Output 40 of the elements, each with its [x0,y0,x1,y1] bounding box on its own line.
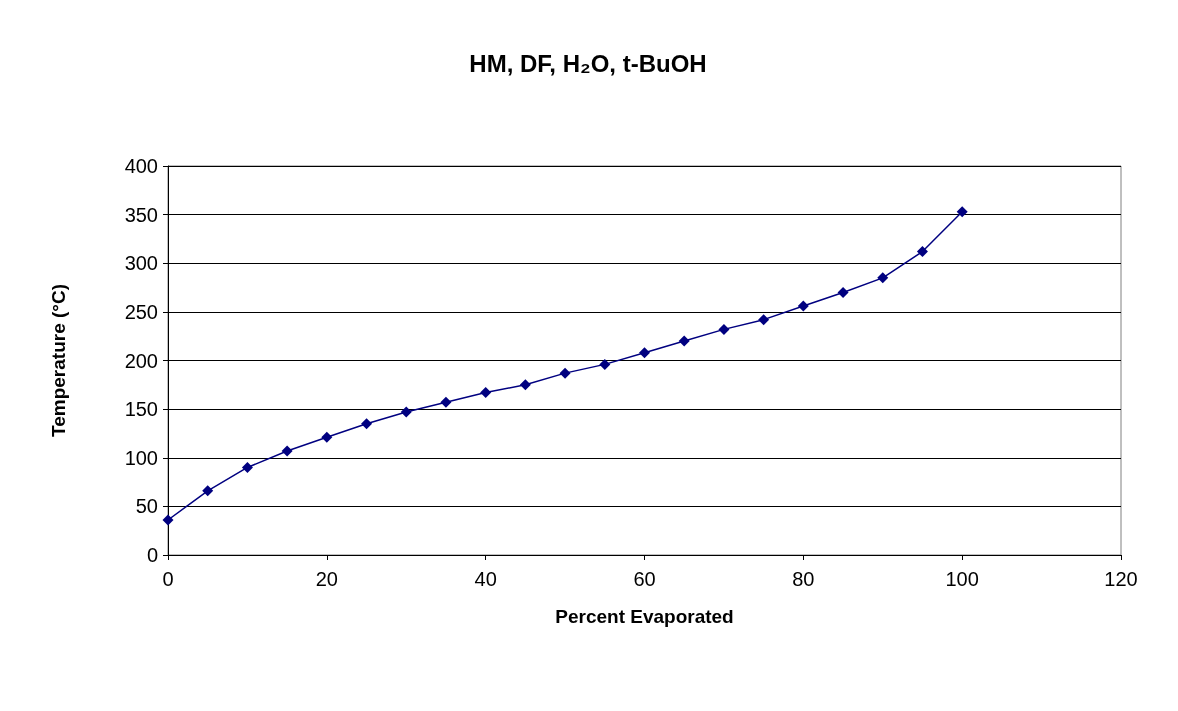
point [758,314,770,326]
point [877,272,889,284]
y-tick-label: 200 [124,349,158,372]
point [202,485,214,497]
point [281,445,293,457]
y-tick-label: 250 [124,300,158,323]
point [559,367,571,379]
x-tick-label: 80 [792,568,815,590]
point [797,300,809,312]
y-tick-label: 0 [146,544,158,566]
y-tick-label: 400 [124,155,158,177]
y-axis-title: Temperature (°C) [48,284,69,437]
point [639,347,650,359]
x-tick-label: 0 [162,568,174,590]
y-tick-label: 350 [124,203,158,226]
x-tick-label: 60 [633,568,656,590]
chart-title: HM, DF, H₂O, t-BuOH [469,49,707,77]
x-tick-label: 100 [945,568,979,590]
point [321,431,333,443]
point [678,335,690,347]
point [241,461,253,473]
x-axis-title: Percent Evaporated [555,606,734,627]
point [837,286,849,298]
y-tick-label: 300 [124,252,158,275]
point [361,418,373,430]
point [480,387,492,399]
x-tick-label: 120 [1104,568,1138,590]
y-tick-label: 50 [135,495,158,518]
y-tick-label: 100 [124,446,158,469]
x-tick-label: 20 [315,568,338,590]
x-tick-label: 40 [474,568,497,590]
point [440,396,452,408]
point [599,358,611,370]
y-tick-label: 150 [124,398,158,421]
point [162,514,174,526]
point [400,406,412,418]
point [956,206,968,218]
point [718,323,730,335]
point [519,379,531,391]
point [916,246,928,258]
